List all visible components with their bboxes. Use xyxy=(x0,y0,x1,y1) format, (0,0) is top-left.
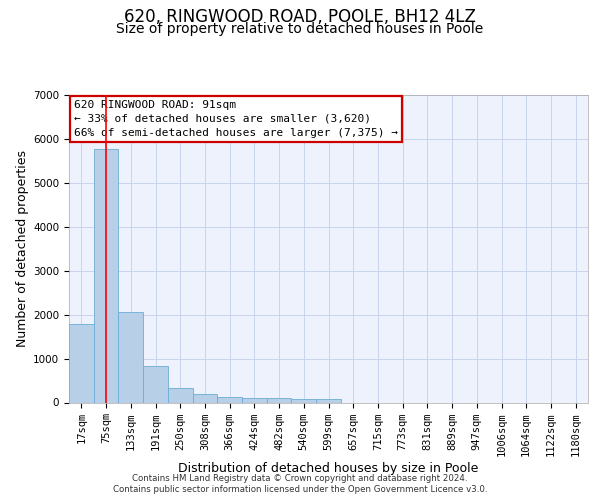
Bar xyxy=(193,394,217,402)
Bar xyxy=(242,398,267,402)
Text: 620 RINGWOOD ROAD: 91sqm
← 33% of detached houses are smaller (3,620)
66% of sem: 620 RINGWOOD ROAD: 91sqm ← 33% of detach… xyxy=(74,100,398,138)
Y-axis label: Number of detached properties: Number of detached properties xyxy=(16,150,29,347)
Bar xyxy=(316,399,341,402)
Text: 620, RINGWOOD ROAD, POOLE, BH12 4LZ: 620, RINGWOOD ROAD, POOLE, BH12 4LZ xyxy=(124,8,476,26)
Bar xyxy=(267,398,292,402)
Bar xyxy=(69,324,94,402)
Bar xyxy=(292,399,316,402)
Text: Contains public sector information licensed under the Open Government Licence v3: Contains public sector information licen… xyxy=(113,485,487,494)
X-axis label: Distribution of detached houses by size in Poole: Distribution of detached houses by size … xyxy=(178,462,479,474)
Text: Contains HM Land Registry data © Crown copyright and database right 2024.: Contains HM Land Registry data © Crown c… xyxy=(132,474,468,483)
Bar xyxy=(168,388,193,402)
Bar xyxy=(94,148,118,402)
Bar xyxy=(143,366,168,402)
Bar xyxy=(217,397,242,402)
Text: Size of property relative to detached houses in Poole: Size of property relative to detached ho… xyxy=(116,22,484,36)
Bar xyxy=(118,312,143,402)
